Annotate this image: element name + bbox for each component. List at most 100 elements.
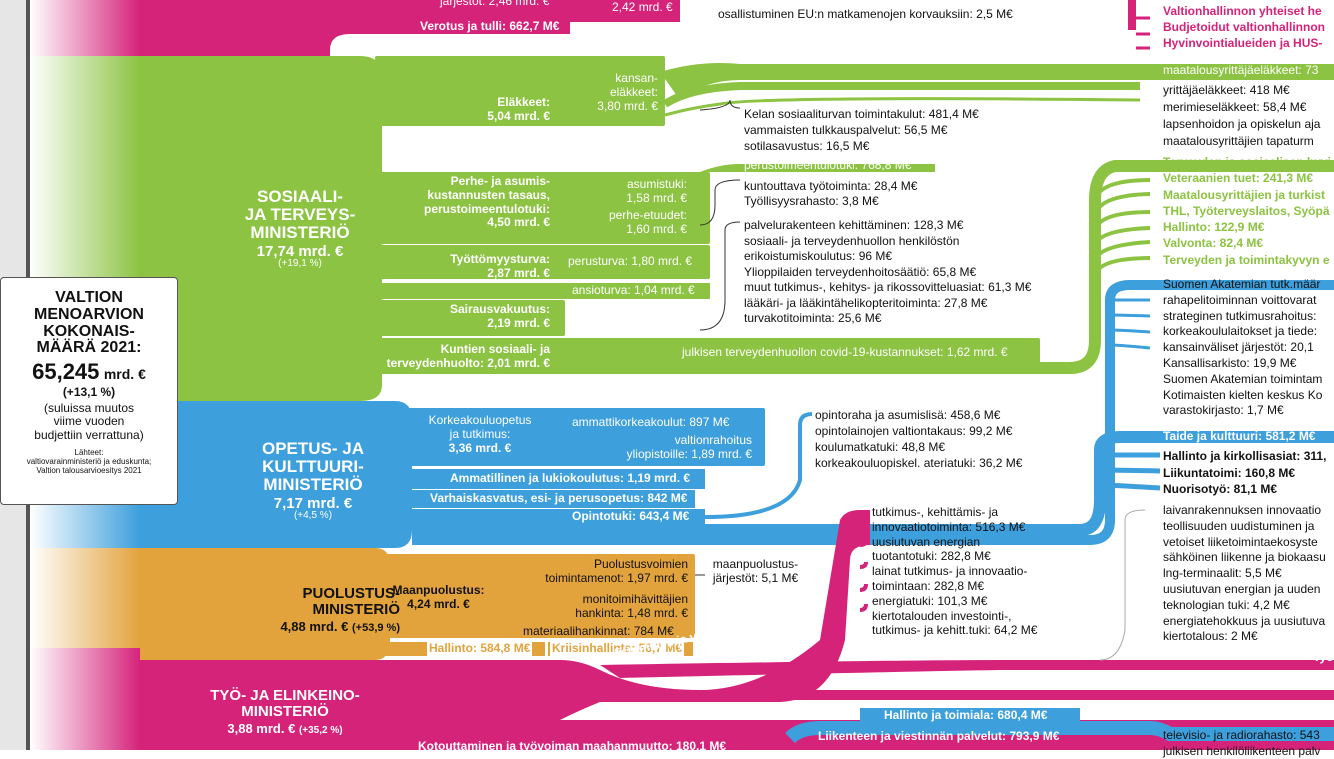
ribbon-okm-ammatillinen (405, 469, 705, 489)
ministry-change: (+53,9 %) (352, 621, 400, 634)
label-line: uusiutuvan energian ja uuden (1163, 581, 1321, 596)
label-line: 4,24 mrd. € (407, 596, 470, 611)
label-line: korkeakoululaitokset ja tiede: (1163, 324, 1318, 339)
top-right-label: Hyvinvointialueiden ja HUS- (1163, 36, 1323, 50)
ministry-amount: 7,17 mrd. € (273, 494, 353, 512)
label-line: monitoimihävittäjien (582, 592, 688, 606)
label-opinto-sub: opintoraha ja asumislisä: 458,6 M€ opint… (815, 407, 1022, 471)
ministry-name-line: TYÖ- JA ELINKEINO- (210, 687, 360, 704)
label-line: Puolustusvoimien (593, 557, 688, 571)
ribbon-okm-opinto-sub (704, 412, 813, 519)
label-jarjestot: maanpuolustus- järjestöt: 5,1 M€ (708, 557, 803, 586)
label-materiaali: materiaalihankinnat: 784 M€ (523, 624, 674, 638)
label-line: Kansallisarkisto: 19,9 M€ (1163, 355, 1297, 370)
top-label-eu: osallistuminen EU:n matkamenojen korvauk… (718, 7, 1013, 21)
top-right-label: Budjetoidut valtionhallinnon (1163, 20, 1325, 34)
label-line: opintolainojen valtiontakaus: 99,2 M€ (815, 424, 1013, 438)
label-hallinto-toimiala: Hallinto ja toimiala: 680,4 M€ (884, 708, 1048, 722)
label-line: Perhe- ja asumis- (450, 174, 550, 188)
label-line: 4,50 mrd. € (487, 215, 550, 230)
label-line: kiertotalous: 2 M€ (1163, 629, 1258, 644)
ribbon-okm-taide (412, 431, 1334, 536)
label-tyottomyys: Työttömyysturva: 2,87 mrd. € (420, 252, 550, 281)
ribbon-tem-hallinto (860, 708, 1080, 724)
ribbon-stm-elakkeet (375, 56, 665, 126)
label-line: erikoistumiskoulutus: 96 M€ (744, 249, 893, 263)
sources-label: Lähteet: (74, 447, 104, 457)
ministry-okm: OPETUS- JA KULTTUURI- MINISTERIÖ 7,17 mr… (228, 440, 398, 522)
label-line: 2,19 mrd. € (487, 315, 550, 330)
label-line: 3,36 mrd. € (448, 440, 512, 455)
label-tyo: Työ (1313, 650, 1334, 664)
label-maatalous: maatalousyrittäjäeläkkeet: 73 (1163, 63, 1319, 77)
label-line: maatalousyrittäjien tapaturm (1163, 134, 1314, 148)
connector-kela (699, 99, 741, 111)
label-televisio: televisio- ja radiorahasto: 543 julkisen… (1163, 727, 1320, 759)
ribbon-pm-main (140, 548, 390, 660)
ribbon-stm-hyvinvointi (382, 160, 1334, 374)
label-line: valtionrahoitus (674, 433, 752, 447)
label-line: Terveyden ja toimintakyvyn e (1163, 252, 1330, 267)
label-line: teollisuuden uudistuminen ja (1163, 518, 1315, 533)
label-line: televisio- ja radiorahasto: 543 (1163, 728, 1320, 742)
ministry-amount: 17,74 mrd. € (256, 242, 344, 260)
ribbon-stm-kunnat (375, 338, 1040, 368)
note-line: viime vuoden (53, 414, 125, 429)
label-line: koulumatkatuki: 48,8 M€ (815, 440, 946, 454)
label-line: opintoraha ja asumislisä: 458,6 M€ (815, 408, 1001, 422)
label-line: Nuorisotyö: 81,1 M€ (1163, 482, 1278, 496)
ribbon-okm-akatemia (412, 280, 1334, 545)
label-line: Hallinto ja kirkollisasiat: 311, (1163, 449, 1327, 463)
label-line: maanpuolustus- (712, 557, 799, 571)
ribbon-top-right-links (1136, 16, 1150, 50)
label-line: Ylioppilaiden terveydenhoitosäätiö: 65,8… (744, 264, 977, 279)
label-perustoimeentulotuki: perustoimeentulotuki: 768,8 M€ (744, 158, 912, 172)
total-title: VALTION MENOARVION KOKONAIS- MÄÄRÄ 2021: (1, 289, 177, 357)
ministry-name-line: SOSIAALI- (257, 187, 343, 206)
label-line: Eläkkeet: (497, 95, 550, 109)
label-line: 5,04 mrd. € (487, 108, 550, 123)
label-line: yrittäjäeläkkeet: 418 M€ (1163, 83, 1290, 97)
label-pm-hallinto: Hallinto: 584,8 M€ (427, 641, 533, 656)
ribbon-okm-right-links (1109, 298, 1151, 350)
band-fade-top (30, 0, 140, 56)
total-title-line: MÄÄRÄ 2021: (36, 339, 142, 357)
ministry-stm: SOSIAALI- JA TERVEYS- MINISTERIÖ 17,74 m… (215, 188, 385, 270)
label-vammaiset: vammaisten tulkkauspalvelut: 56,5 M€ (744, 123, 948, 137)
ministry-pm: PUOLUSTUS- MINISTERIÖ 4,88 mrd. € (+53,9… (200, 586, 400, 634)
sources: Lähteet: valtiovarainministeriö ja edusk… (1, 448, 177, 476)
label-line: sosiaali- ja terveydenhuollon henkilöstö… (744, 233, 960, 248)
label-line: Terveyden ja sosiaalisen hyvi (1163, 155, 1331, 169)
source-line: Valtion talousarvioesitys 2021 (36, 466, 142, 476)
label-perheetuudet: perhe-etuudet: 1,60 mrd. € (590, 208, 687, 237)
ribbon-tem-uudistuminen (140, 510, 870, 720)
ministry-amount: 3,88 mrd. € (227, 720, 296, 736)
ribbon-okm-opintotuki (405, 509, 705, 525)
ribbon-top-right-bar (1128, 0, 1136, 30)
top-label-verotus: Verotus ja tulli: 662,7 M€ (420, 19, 560, 33)
label-line: innovaatiotoiminta: 516,3 M€ (872, 519, 1026, 534)
ministry-pm-amount-row: 4,88 mrd. € (+53,9 %) (200, 619, 400, 635)
label-line: teknologian tuki: 4,2 M€ (1163, 597, 1290, 612)
connector-muut (699, 221, 741, 331)
label-ansioturva: ansioturva: 1,04 mrd. € (572, 283, 695, 297)
connector-tem-right (1099, 509, 1146, 661)
note-line: budjettiin verrattuna) (34, 427, 144, 442)
ribbon-okm-varhais (405, 490, 695, 508)
label-line: toimintamenot: 1,97 mrd. € (545, 570, 688, 585)
total-budget-box: VALTION MENOARVION KOKONAIS- MÄÄRÄ 2021:… (0, 277, 178, 505)
label-elakkeet: Eläkkeet: 5,04 mrd. € (455, 95, 550, 124)
label-line: energiatehokkuus ja uusiutuva (1163, 613, 1326, 628)
label-line: 1,60 mrd. € (626, 221, 687, 236)
ribbon-stm-right-links (1093, 178, 1151, 276)
label-line: vetoiset liiketoimintaekosyste (1163, 534, 1318, 549)
label-line: ja tutkimus: (449, 426, 511, 441)
label-taide: Taide ja kulttuuri: 581,2 M€ (1163, 429, 1316, 443)
label-line: THL, Työterveyslaitos, Syöpä (1163, 203, 1330, 218)
ribbon-stm-merimies (664, 97, 1141, 117)
label-tem-right: laivanrakennuksen innovaatio teollisuude… (1163, 503, 1326, 645)
label-line: Liikuntatoimi: 160,8 M€ (1163, 465, 1296, 480)
label-sairaus: Sairausvakuutus: 2,19 mrd. € (430, 302, 550, 331)
ribbon-okm-right-links-2 (1099, 452, 1161, 491)
